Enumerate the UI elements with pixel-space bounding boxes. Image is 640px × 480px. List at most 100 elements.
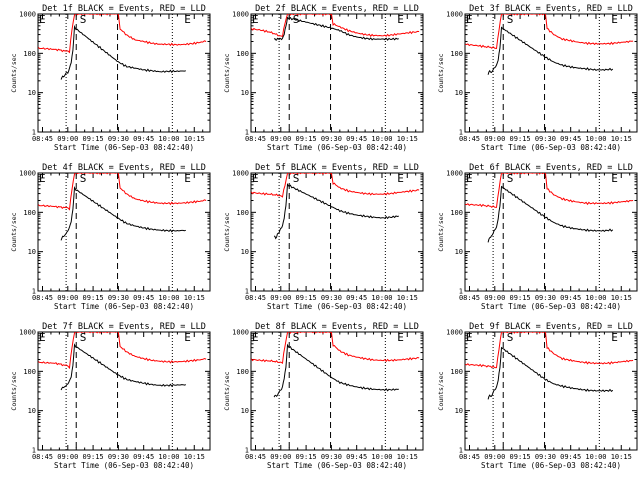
event-marker-s: S <box>293 13 300 26</box>
x-tick-label: 09:45 <box>346 294 367 302</box>
chart-panel-det-7: Det 7f BLACK = Events, RED = LLD 1 10 100 10… <box>10 322 211 470</box>
plot-frame <box>37 331 211 451</box>
x-tick-label: 09:30 <box>108 294 129 302</box>
x-tick-label: 09:45 <box>133 453 154 461</box>
y-axis-label: Counts/sec <box>223 371 231 410</box>
y-tick-label: 100 <box>450 209 463 217</box>
x-axis-label: Start Time (06-Sep-03 08:42:40) <box>54 461 194 470</box>
event-marker-s: S <box>293 331 300 344</box>
y-tick-label: 1000 <box>232 170 249 178</box>
x-tick-label: 08:45 <box>459 453 480 461</box>
event-marker-e: E <box>611 13 618 26</box>
chart-title: Det 3f BLACK = Events, RED = LLD <box>469 4 633 14</box>
x-tick-label: 10:15 <box>184 294 205 302</box>
event-marker-e: E <box>397 13 404 26</box>
event-marker-e: E <box>397 172 404 185</box>
chart-title: Det 1f BLACK = Events, RED = LLD <box>42 4 206 14</box>
y-tick-label: 1 <box>459 129 463 137</box>
x-tick-label: 09:45 <box>560 453 581 461</box>
x-tick-label: 09:30 <box>108 135 129 143</box>
x-tick-label: 10:00 <box>585 294 606 302</box>
y-tick-label: 10 <box>455 89 463 97</box>
event-marker-s: S <box>507 172 514 185</box>
x-tick-label: 09:30 <box>535 453 556 461</box>
y-tick-label: 10 <box>455 248 463 256</box>
x-tick-label: 08:45 <box>245 453 266 461</box>
x-tick-label: 09:00 <box>484 135 505 143</box>
plot-frame <box>464 13 638 133</box>
x-tick-label: 08:45 <box>32 453 53 461</box>
y-tick-label: 1 <box>245 288 249 296</box>
x-tick-label: 10:15 <box>611 135 632 143</box>
events-series-line <box>273 183 399 240</box>
event-marker-e: E <box>397 331 404 344</box>
y-tick-label: 100 <box>236 50 249 58</box>
y-axis-label: Counts/sec <box>437 371 445 410</box>
y-tick-label: 1000 <box>19 329 36 337</box>
chart-title: Det 8f BLACK = Events, RED = LLD <box>255 322 419 332</box>
y-axis-label: Counts/sec <box>223 212 231 251</box>
events-series-line <box>487 26 614 75</box>
x-tick-label: 09:00 <box>270 294 291 302</box>
y-tick-label: 1 <box>32 129 36 137</box>
x-tick-label: 08:45 <box>245 294 266 302</box>
chart-panel-det-1: Det 1f BLACK = Events, RED = LLD 1 10 100 10… <box>10 4 211 152</box>
x-tick-label: 10:15 <box>184 453 205 461</box>
y-tick-label: 1000 <box>232 11 249 19</box>
x-tick-label: 09:30 <box>321 453 342 461</box>
event-marker-e: E <box>611 172 618 185</box>
chart-title: Det 7f BLACK = Events, RED = LLD <box>42 322 206 332</box>
x-tick-label: 09:45 <box>133 294 154 302</box>
chart-title: Det 9f BLACK = Events, RED = LLD <box>469 322 633 332</box>
events-series-line <box>487 185 614 243</box>
y-tick-label: 10 <box>241 407 249 415</box>
events-series-line <box>273 16 399 41</box>
x-tick-label: 09:15 <box>296 135 317 143</box>
y-tick-label: 10 <box>28 407 36 415</box>
event-marker-s: S <box>507 331 514 344</box>
x-tick-label: 10:00 <box>371 135 392 143</box>
y-tick-label: 100 <box>23 209 36 217</box>
chart-panel-det-3: Det 3f BLACK = Events, RED = LLD 1 10 100 10… <box>437 4 638 152</box>
y-axis-label: Counts/sec <box>10 371 18 410</box>
lld-series-line <box>251 332 420 365</box>
plot-frame <box>250 172 424 292</box>
chart-panel-det-9: Det 9f BLACK = Events, RED = LLD 1 10 100 10… <box>437 322 638 470</box>
lld-series-line <box>38 332 207 370</box>
event-marker-s: S <box>80 13 87 26</box>
x-tick-label: 08:45 <box>245 135 266 143</box>
event-marker-e: E <box>184 172 191 185</box>
y-tick-label: 1 <box>245 447 249 455</box>
chart-panel-det-2: Det 2f BLACK = Events, RED = LLD 1 10 100 10… <box>223 4 424 152</box>
x-tick-label: 10:00 <box>585 453 606 461</box>
x-axis-label: Start Time (06-Sep-03 08:42:40) <box>267 302 407 311</box>
y-tick-label: 10 <box>241 248 249 256</box>
y-axis-label: Counts/sec <box>437 212 445 251</box>
lld-series-line <box>465 173 634 209</box>
y-tick-label: 1 <box>32 447 36 455</box>
y-axis-label: Counts/sec <box>10 212 18 251</box>
event-marker-e: E <box>611 331 618 344</box>
x-tick-label: 09:00 <box>57 294 78 302</box>
x-tick-label: 09:00 <box>270 135 291 143</box>
x-tick-label: 09:15 <box>296 453 317 461</box>
x-tick-label: 09:15 <box>296 294 317 302</box>
chart-title: Det 5f BLACK = Events, RED = LLD <box>255 163 419 173</box>
x-tick-label: 09:45 <box>560 294 581 302</box>
x-tick-label: 09:45 <box>346 135 367 143</box>
plot-frame <box>464 331 638 451</box>
y-axis-label: Counts/sec <box>10 53 18 92</box>
x-tick-label: 09:15 <box>83 453 104 461</box>
chart-panel-det-8: Det 8f BLACK = Events, RED = LLD 1 10 100 10… <box>223 322 424 470</box>
events-series-line <box>60 24 186 80</box>
x-tick-label: 10:15 <box>184 135 205 143</box>
y-tick-label: 1000 <box>446 329 463 337</box>
event-marker-e: E <box>252 13 259 26</box>
event-marker-e: E <box>466 172 473 185</box>
lld-series-line <box>465 14 634 50</box>
x-tick-label: 09:00 <box>484 294 505 302</box>
x-axis-label: Start Time (06-Sep-03 08:42:40) <box>267 143 407 152</box>
plot-frame <box>464 172 638 292</box>
chart-panel-det-6: Det 6f BLACK = Events, RED = LLD 1 10 100 10… <box>437 163 638 311</box>
